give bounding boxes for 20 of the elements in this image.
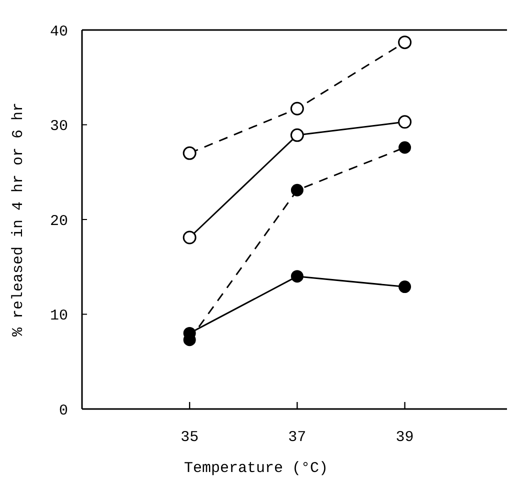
y-tick-label: 20 xyxy=(50,212,68,230)
y-tick-label: 40 xyxy=(50,23,68,40)
x-tick-label: 35 xyxy=(180,429,199,446)
point xyxy=(290,184,304,196)
x-tick-label: 39 xyxy=(396,429,414,446)
y-tick-label: 0 xyxy=(58,402,68,420)
point xyxy=(290,128,304,142)
point xyxy=(398,36,412,50)
point xyxy=(290,102,304,116)
y-axis-title: % released in 4 hr or 6 hr xyxy=(10,102,27,337)
y-tick-label: 10 xyxy=(50,308,68,324)
point xyxy=(398,280,412,294)
point xyxy=(398,141,412,154)
point xyxy=(290,270,304,283)
x-axis-title: Temperature (°C) xyxy=(184,460,328,477)
x-tick-label: 37 xyxy=(288,429,306,446)
point xyxy=(398,115,412,129)
y-tick-label: 30 xyxy=(50,118,68,135)
point xyxy=(182,230,196,244)
point xyxy=(182,146,196,160)
